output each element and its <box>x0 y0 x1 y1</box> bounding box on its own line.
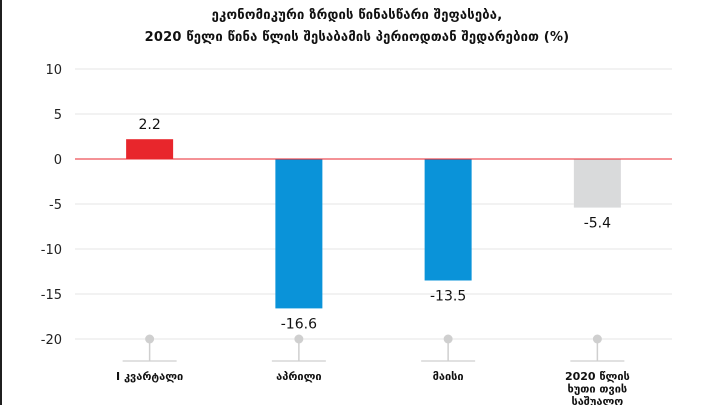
category-label: 2020 წლის <box>565 370 630 383</box>
data-label: -13.5 <box>430 289 466 305</box>
category-marker <box>443 334 453 344</box>
y-tick-label: 10 <box>45 63 62 78</box>
y-tick-label: -20 <box>41 333 62 348</box>
y-tick-label: -15 <box>41 288 62 303</box>
chart-title-line-1: ეკონომიკური ზრდის წინასწარი შეფასება, <box>211 8 503 23</box>
category-marker <box>294 334 304 344</box>
category-label: საშუალო <box>571 395 623 405</box>
bar <box>275 159 323 309</box>
bar <box>126 139 174 159</box>
category-label: მაისი <box>433 370 464 383</box>
data-label: 2.2 <box>138 117 160 133</box>
y-tick-label: 0 <box>54 153 62 168</box>
category-label: აპრილი <box>276 370 321 383</box>
y-tick-label: -10 <box>41 243 62 258</box>
bar <box>573 159 621 208</box>
chart-title-line-2: 2020 წელი წინა წლის შესაბამის პერიოდთან … <box>144 30 570 45</box>
category-label: I კვარტალი <box>116 370 183 383</box>
category-marker <box>145 334 155 344</box>
bar <box>424 159 472 281</box>
category-marker <box>592 334 602 344</box>
data-label: -5.4 <box>584 216 611 232</box>
category-label: ხუთი თვის <box>568 383 628 396</box>
y-tick-label: -5 <box>49 198 62 213</box>
y-tick-label: 5 <box>54 108 62 123</box>
data-label: -16.6 <box>281 316 317 332</box>
left-border <box>0 0 2 405</box>
